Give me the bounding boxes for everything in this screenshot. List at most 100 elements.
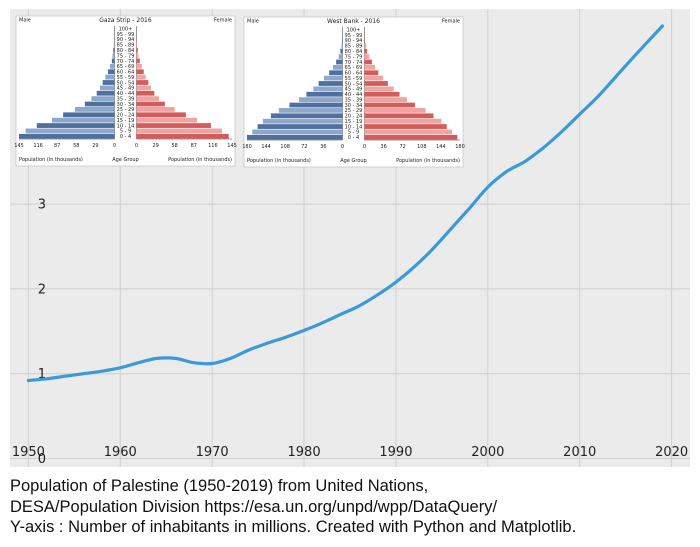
pyramid-age-label: 80 - 84 bbox=[117, 48, 135, 54]
pyramid-age-label: 35 - 39 bbox=[345, 97, 363, 103]
pyramid-tick-label: 144 bbox=[436, 144, 446, 150]
pyramid-age-label: 40 - 44 bbox=[117, 91, 135, 97]
pyramid-age-label: 10 - 14 bbox=[117, 123, 135, 129]
pyramid-female-bar bbox=[364, 81, 388, 86]
pyramid-male-bar bbox=[19, 133, 115, 139]
pyramid-background bbox=[243, 16, 464, 168]
pyramid-title: West Bank - 2016 bbox=[327, 18, 380, 25]
pyramid-male-bar bbox=[262, 118, 343, 124]
pyramid-female-bar bbox=[136, 117, 198, 123]
x-tick-label: 2000 bbox=[471, 445, 504, 460]
pyramid-tick-label: 108 bbox=[280, 144, 290, 150]
pyramid-female-bar bbox=[136, 90, 155, 96]
pyramid-female-bar bbox=[136, 58, 140, 64]
pyramid-age-label: 25 - 29 bbox=[117, 107, 135, 113]
pyramid-tick-label: 36 bbox=[380, 144, 386, 150]
x-tick-label: 1980 bbox=[288, 445, 321, 460]
y-tick-label: 1 bbox=[38, 367, 46, 382]
pyramid-male-bar bbox=[102, 80, 115, 85]
pyramid-female-bar bbox=[136, 101, 165, 107]
pyramid-male-bar bbox=[112, 53, 115, 58]
pyramid-male-bar bbox=[113, 42, 115, 48]
pyramid-male-bar bbox=[109, 63, 115, 69]
pyramid-female-bar bbox=[136, 42, 138, 48]
pyramid-age-label: 5 - 9 bbox=[120, 129, 131, 135]
pyramid-female-bar bbox=[136, 74, 146, 80]
pyramid-male-bar bbox=[318, 81, 343, 86]
pyramid-age-label: 70 - 74 bbox=[345, 60, 363, 66]
pyramid-age-label: 70 - 74 bbox=[117, 59, 135, 65]
pyramid-female-bar bbox=[136, 128, 223, 134]
pyramid-age-label: 15 - 19 bbox=[345, 119, 363, 125]
pyramid-age-label: 10 - 14 bbox=[345, 124, 363, 130]
pyramid-age-label: 65 - 69 bbox=[117, 64, 135, 70]
x-tick-label: 2010 bbox=[563, 445, 596, 460]
pyramid-female-bar bbox=[364, 59, 372, 65]
pyramid-age-label: 65 - 69 bbox=[345, 65, 363, 71]
pyramid-age-label: 85 - 89 bbox=[345, 44, 363, 50]
pyramid-axis-title-center: Age Group bbox=[112, 157, 138, 163]
pyramid-age-label: 0 - 4 bbox=[120, 134, 131, 140]
pyramid-tick-label: 87 bbox=[191, 143, 197, 149]
pyramid-age-label: 50 - 54 bbox=[117, 80, 135, 86]
pyramid-female-bar bbox=[136, 85, 151, 91]
pyramid-age-label: 0 - 4 bbox=[348, 135, 359, 141]
pyramid-male-bar bbox=[96, 90, 115, 96]
pyramid-male-label: Male bbox=[247, 19, 259, 25]
pyramid-male-bar bbox=[247, 134, 343, 140]
pyramid-female-bar bbox=[136, 96, 159, 102]
pyramid-female-bar bbox=[136, 69, 144, 75]
pyramid-female-bar bbox=[136, 123, 211, 128]
pyramid-age-label: 20 - 24 bbox=[345, 114, 363, 120]
pyramid-female-bar bbox=[364, 134, 458, 140]
pyramid-tick-label: 180 bbox=[455, 144, 465, 150]
caption-line-3: Y-axis : Number of inhabitants in millio… bbox=[10, 518, 577, 536]
x-tick-label: 2020 bbox=[655, 445, 688, 460]
pyramid-age-label: 45 - 49 bbox=[345, 87, 363, 93]
x-tick-label: 1950 bbox=[12, 445, 45, 460]
pyramid-tick-label: 145 bbox=[227, 143, 237, 149]
pyramid-male-bar bbox=[257, 124, 343, 129]
pyramid-male-bar bbox=[91, 96, 115, 102]
pyramid-age-label: 20 - 24 bbox=[117, 113, 135, 119]
pyramid-male-bar bbox=[332, 64, 343, 70]
pyramid-tick-label: 58 bbox=[73, 143, 79, 149]
pyramid-male-bar bbox=[36, 123, 115, 128]
y-tick-label: 0 bbox=[38, 452, 46, 467]
pyramid-age-label: 60 - 64 bbox=[117, 70, 135, 76]
caption-line-1: Population of Palestine (1950-2019) from… bbox=[10, 477, 429, 495]
pyramid-male-bar bbox=[329, 70, 343, 76]
pyramid-age-label: 60 - 64 bbox=[345, 71, 363, 77]
pyramid-female-bar bbox=[364, 108, 426, 113]
x-axis: 1950 1960 1970 1980 1990 2000 2010 2020 bbox=[12, 445, 688, 460]
pyramid-male-bar bbox=[338, 54, 343, 59]
pyramid-tick-label: 29 bbox=[92, 143, 98, 149]
pyramid-age-label: 80 - 84 bbox=[345, 49, 363, 55]
pyramid-tick-label: 36 bbox=[320, 144, 326, 150]
pyramid-axis-title-left: Population (in thousands) bbox=[19, 157, 83, 163]
pyramid-female-label: Female bbox=[442, 19, 460, 25]
pyramid-female-bar bbox=[364, 75, 384, 81]
pyramid-axis-title-left: Population (in thousands) bbox=[247, 158, 311, 164]
pyramid-age-label: 35 - 39 bbox=[117, 96, 135, 102]
x-tick-label: 1990 bbox=[379, 445, 412, 460]
pyramid-male-bar bbox=[74, 107, 115, 112]
x-tick-label: 1970 bbox=[196, 445, 229, 460]
pyramid-tick-label: 72 bbox=[301, 144, 307, 150]
pyramid-male-bar bbox=[51, 117, 115, 123]
pyramid-female-bar bbox=[364, 86, 394, 92]
pyramid-female-bar bbox=[364, 118, 442, 124]
pyramid-age-label: 30 - 34 bbox=[345, 103, 363, 109]
figure-caption: Population of Palestine (1950-2019) from… bbox=[10, 476, 690, 538]
pyramid-female-bar bbox=[364, 64, 376, 70]
pyramid-age-label: 55 - 59 bbox=[345, 76, 363, 82]
pyramid-female-bar bbox=[136, 80, 149, 85]
pyramid-female-bar bbox=[364, 38, 366, 43]
pyramid-tick-label: 108 bbox=[417, 144, 427, 150]
pyramid-female-bar bbox=[364, 54, 370, 59]
pyramid-female-bar bbox=[364, 102, 415, 108]
pyramid-male-bar bbox=[289, 102, 343, 108]
pyramid-female-bar bbox=[364, 70, 379, 76]
pyramid-female-bar bbox=[364, 113, 434, 119]
